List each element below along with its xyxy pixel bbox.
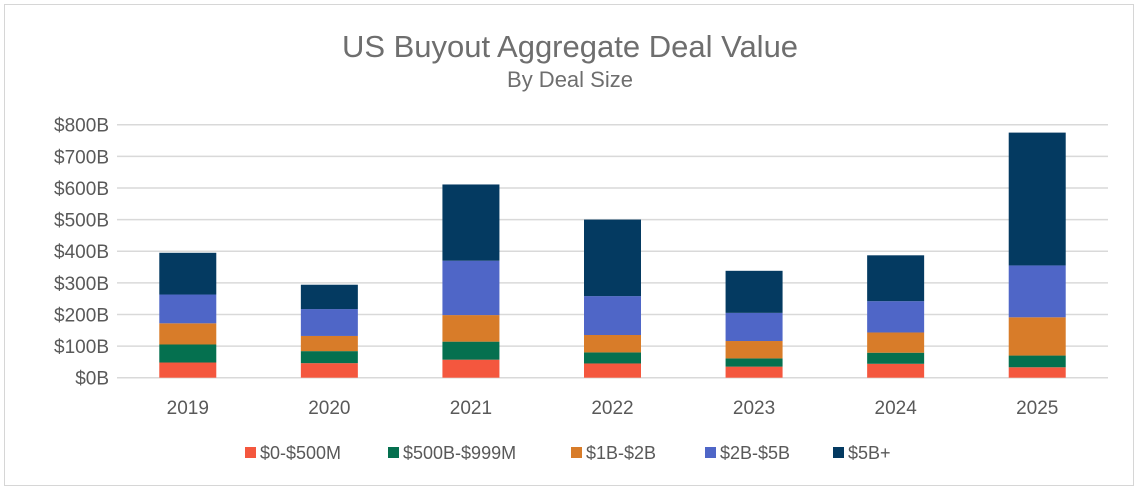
bar-segment xyxy=(725,312,783,342)
legend-label: $1B-$2B xyxy=(586,443,656,463)
x-tick-label: 2022 xyxy=(591,398,633,419)
bar-segment xyxy=(442,184,500,261)
bar-segment xyxy=(300,309,358,336)
x-tick-label: 2020 xyxy=(308,398,350,419)
bar-segment xyxy=(725,270,783,313)
bar-segment xyxy=(584,219,641,297)
y-tick-label: $500B xyxy=(54,211,109,232)
bar-segment xyxy=(584,352,641,364)
x-tick-label: 2025 xyxy=(1016,398,1058,419)
bar-segment xyxy=(725,366,783,378)
bar-segment xyxy=(584,335,641,353)
legend-label: $500B-$999M xyxy=(403,443,516,463)
bar-segment xyxy=(300,363,358,378)
legend-label: $0-$500M xyxy=(260,443,341,463)
bar-segment xyxy=(159,362,217,378)
bar-segment xyxy=(159,294,217,324)
bar-segment xyxy=(300,335,358,352)
y-tick-label: $300B xyxy=(54,274,109,295)
bar-segment xyxy=(1008,317,1066,356)
y-tick-label: $800B xyxy=(54,116,109,137)
y-tick-label: $200B xyxy=(54,305,109,326)
chart-subtitle: By Deal Size xyxy=(507,67,633,92)
bar-segment xyxy=(159,344,217,363)
legend-swatch xyxy=(245,447,256,458)
bar-segment xyxy=(442,341,500,360)
bar-segment xyxy=(725,358,783,367)
bar-segment xyxy=(300,284,358,310)
bar-segment xyxy=(442,315,500,342)
bar-segment xyxy=(1008,367,1066,378)
y-tick-label: $700B xyxy=(54,147,109,168)
bar-segment xyxy=(1008,265,1066,318)
legend-swatch xyxy=(388,447,399,458)
bar-segment xyxy=(1008,355,1066,368)
bar-segment xyxy=(867,352,925,364)
bar-segment xyxy=(300,351,358,364)
chart-title: US Buyout Aggregate Deal Value xyxy=(342,29,798,64)
y-tick-label: $100B xyxy=(54,337,109,358)
x-tick-label: 2019 xyxy=(167,398,209,419)
bar-segment xyxy=(1008,132,1066,266)
bar-segment xyxy=(584,296,641,336)
legend-swatch xyxy=(705,447,716,458)
bar-segment xyxy=(159,252,217,295)
legend-label: $5B+ xyxy=(848,443,891,463)
bar-segment xyxy=(725,341,783,359)
legend-label: $2B-$5B xyxy=(720,443,790,463)
x-tick-label: 2024 xyxy=(875,398,918,419)
y-tick-label: $600B xyxy=(54,179,109,200)
legend-swatch xyxy=(571,447,582,458)
y-tick-label: $400B xyxy=(54,242,109,263)
bar-segment xyxy=(442,359,500,378)
y-tick-label: $0B xyxy=(75,369,109,390)
bar-segment xyxy=(867,255,925,302)
bar-segment xyxy=(442,260,500,316)
bar-segment xyxy=(867,363,925,378)
x-tick-label: 2023 xyxy=(733,398,775,419)
bar-segment xyxy=(867,332,925,353)
legend-swatch xyxy=(833,447,844,458)
bar-segment xyxy=(159,323,217,345)
bar-segment xyxy=(584,363,641,378)
x-tick-label: 2021 xyxy=(450,398,492,419)
bar-segment xyxy=(867,301,925,333)
chart-frame xyxy=(4,4,1134,486)
